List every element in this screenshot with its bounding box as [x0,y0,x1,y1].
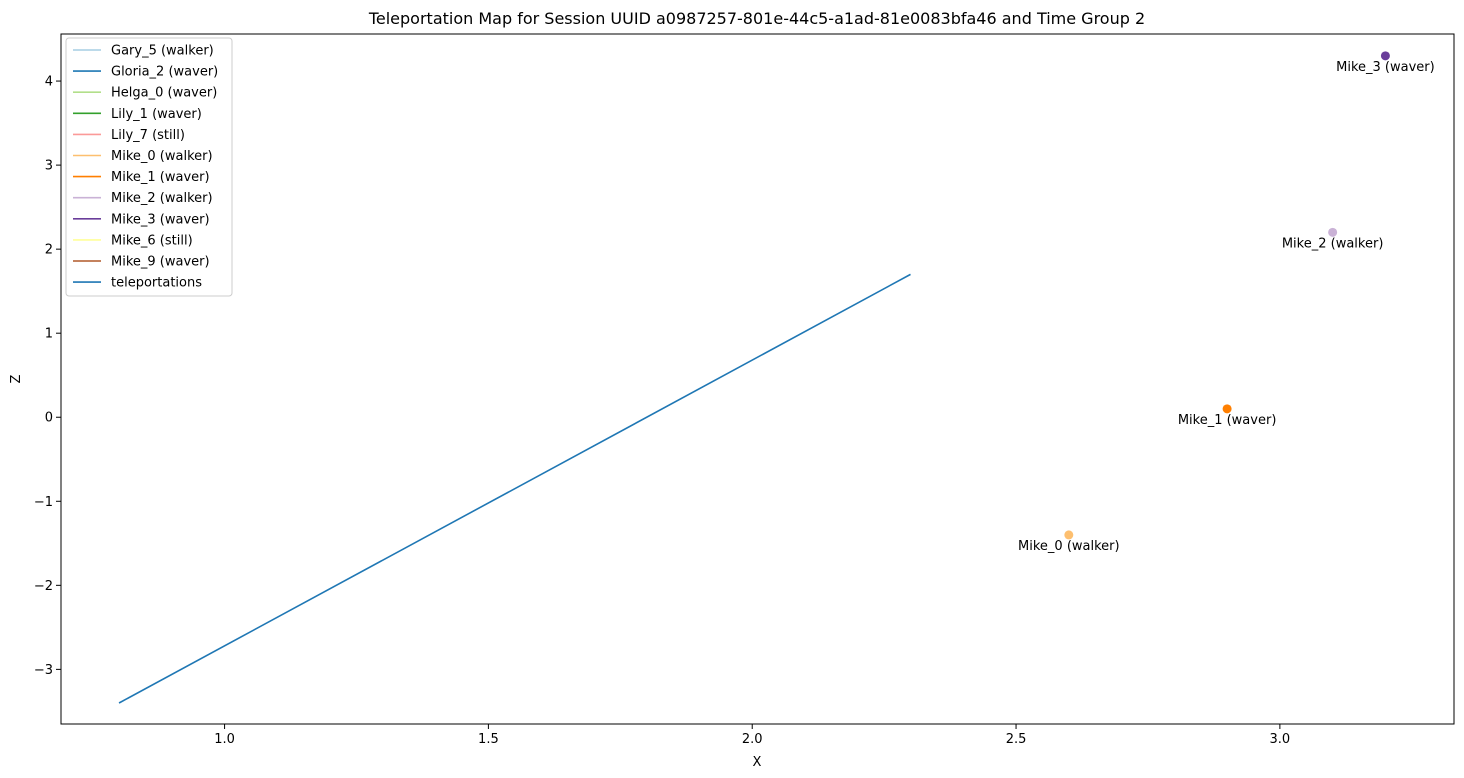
legend-label: Mike_3 (waver) [111,212,210,227]
legend-label: Lily_1 (waver) [111,107,202,122]
legend-items: Gary_5 (walker) Gloria_2 (waver) Helga_0 (… [73,44,218,291]
y-axis-label: Z [9,374,24,383]
x-axis-label: X [753,755,762,770]
plot-area: Mike_0 (walker) Mike_1 (waver) Mike_2 (wal… [118,51,1435,704]
legend-label: Gloria_2 (waver) [111,65,218,80]
legend-label: Lily_7 (still) [111,128,185,143]
chart-title: Teleportation Map for Session UUID a0987… [368,9,1145,28]
data-point [1064,530,1074,540]
legend-frame [65,37,233,297]
legend-label: Gary_5 (walker) [111,44,214,59]
data-point [1328,227,1338,237]
x-axis-ticks: 1.0 1.5 2.0 2.5 3.0 [214,724,1290,747]
axes-frame [60,33,1455,725]
y-tick-label: −2 [34,579,53,594]
data-point [1380,51,1390,61]
legend: Gary_5 (walker) Gloria_2 (waver) Helga_0 (… [65,37,233,297]
y-tick-label: 2 [45,243,53,258]
data-point [1222,404,1232,414]
data-point-label: Mike_1 (waver) [1178,413,1277,428]
x-tick-label: 2.0 [742,732,763,747]
y-tick-label: 4 [45,75,53,90]
legend-label: Mike_0 (walker) [111,149,213,164]
y-tick-label: −1 [34,495,53,510]
data-point-label: Mike_0 (walker) [1018,539,1120,554]
teleportation-line [118,273,911,704]
data-point-label: Mike_3 (waver) [1336,60,1435,75]
legend-label: Mike_1 (waver) [111,170,210,185]
x-tick-label: 3.0 [1270,732,1291,747]
legend-label: Helga_0 (waver) [111,86,217,101]
data-point-label: Mike_2 (walker) [1282,236,1384,251]
legend-label: Mike_2 (walker) [111,191,213,206]
legend-label: Mike_9 (waver) [111,255,210,270]
x-tick-label: 1.0 [214,732,235,747]
x-tick-label: 2.5 [1006,732,1027,747]
y-tick-label: 1 [45,327,53,342]
legend-label: Mike_6 (still) [111,233,193,248]
y-axis-ticks: −3 −2 −1 0 1 2 3 4 [34,75,61,678]
y-tick-label: 3 [45,159,53,174]
y-tick-label: 0 [45,411,53,426]
y-tick-label: −3 [34,663,53,678]
legend-label: teleportations [111,276,202,291]
x-tick-label: 1.5 [478,732,499,747]
